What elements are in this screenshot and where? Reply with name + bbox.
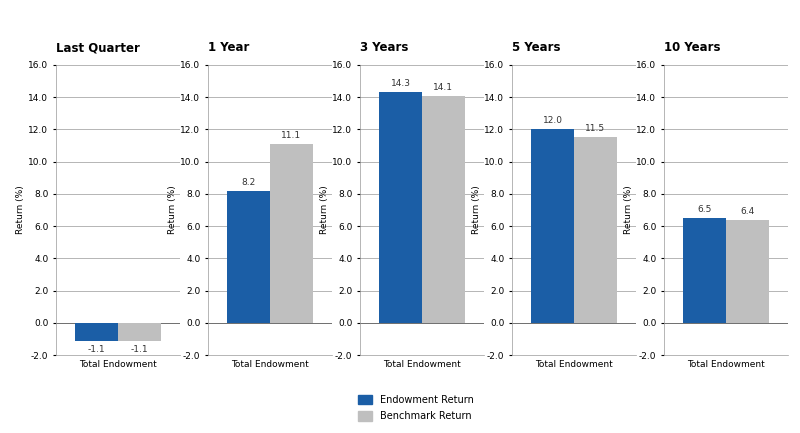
Bar (227, 191, 270, 323)
Text: 1 Year: 1 Year (208, 41, 250, 54)
Bar (574, 138, 617, 323)
Y-axis label: Return (%): Return (%) (169, 186, 178, 234)
Y-axis label: Return (%): Return (%) (321, 186, 330, 234)
Bar (531, 129, 574, 323)
Text: -1.1: -1.1 (88, 345, 106, 354)
Text: -1.1: -1.1 (130, 345, 148, 354)
Y-axis label: Return (%): Return (%) (473, 186, 482, 234)
Text: 12.0: 12.0 (542, 116, 562, 126)
Bar (75, 323, 118, 340)
Text: Last Quarter: Last Quarter (56, 41, 140, 54)
Bar (270, 144, 313, 323)
Bar (726, 220, 769, 323)
Y-axis label: Return (%): Return (%) (17, 186, 26, 234)
Text: 6.4: 6.4 (740, 207, 754, 216)
Text: 5 Years: 5 Years (512, 41, 561, 54)
Text: 14.1: 14.1 (434, 83, 454, 91)
Bar (379, 92, 422, 323)
Bar (422, 96, 465, 323)
Text: 6.5: 6.5 (698, 205, 712, 214)
Text: 8.2: 8.2 (242, 178, 256, 187)
Text: 3 Years: 3 Years (360, 41, 408, 54)
Text: 14.3: 14.3 (390, 79, 410, 88)
Text: 10 Years: 10 Years (664, 41, 721, 54)
Y-axis label: Return (%): Return (%) (625, 186, 634, 234)
Legend: Endowment Return, Benchmark Return: Endowment Return, Benchmark Return (355, 391, 477, 424)
Bar (118, 323, 161, 340)
Bar (683, 218, 726, 323)
Text: 11.5: 11.5 (586, 124, 606, 133)
Text: 11.1: 11.1 (282, 131, 302, 140)
